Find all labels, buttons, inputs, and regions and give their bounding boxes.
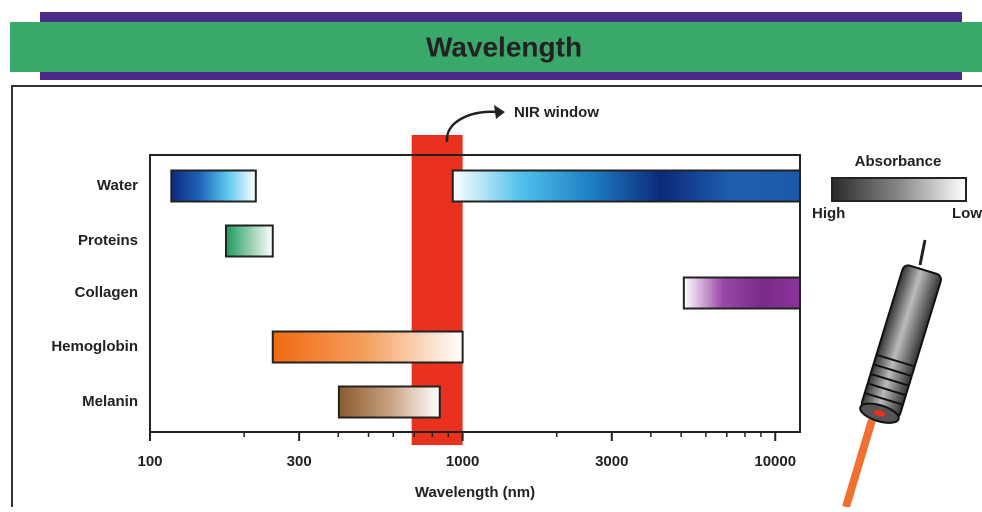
laser-illustration xyxy=(842,239,942,509)
category-label: Hemoglobin xyxy=(51,338,138,355)
category-label: Collagen xyxy=(75,284,138,301)
legend-low: Low xyxy=(952,205,982,222)
header-title: Wavelength xyxy=(426,31,582,62)
header-band xyxy=(40,12,962,22)
category-label: Water xyxy=(97,177,138,194)
header-band xyxy=(40,72,962,80)
x-axis-label: Wavelength (nm) xyxy=(415,484,535,501)
x-tick-label: 10000 xyxy=(754,453,796,470)
x-tick-label: 100 xyxy=(137,453,162,470)
x-tick-label: 3000 xyxy=(595,453,628,470)
range-bar xyxy=(224,224,274,258)
nir-arrowhead xyxy=(494,105,505,119)
legend-title: Absorbance xyxy=(855,153,942,170)
frame xyxy=(11,85,982,507)
header-banner xyxy=(10,22,982,72)
category-label: Proteins xyxy=(78,232,138,249)
nir-label: NIR window xyxy=(514,104,599,121)
legend-high: High xyxy=(812,205,845,222)
legend-gradient xyxy=(831,177,967,202)
range-bar xyxy=(271,330,464,364)
range-bar xyxy=(451,169,801,203)
range-bar xyxy=(170,169,257,203)
x-tick-label: 1000 xyxy=(446,453,479,470)
x-tick-label: 300 xyxy=(287,453,312,470)
category-label: Melanin xyxy=(82,393,138,410)
range-bar xyxy=(682,276,801,310)
range-bar xyxy=(337,385,441,419)
nir-arrow xyxy=(445,110,499,143)
